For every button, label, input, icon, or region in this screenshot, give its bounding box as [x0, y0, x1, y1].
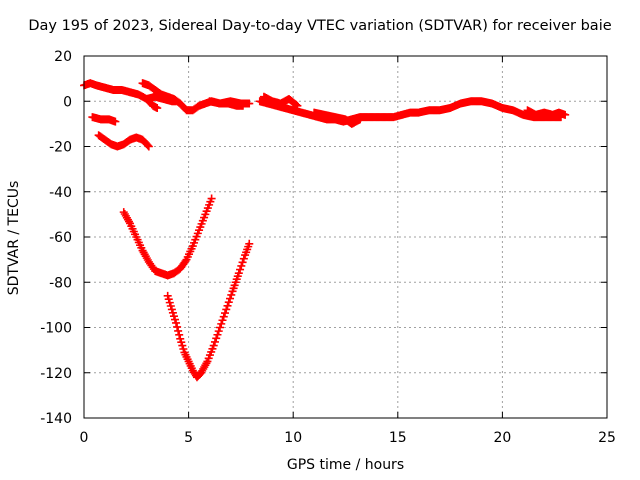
x-tick-label: 10	[284, 430, 302, 446]
data-point	[237, 261, 246, 270]
series-arc-6	[259, 92, 302, 110]
axis-ticks: 0 5 10 15 20 25 -140 -120 -100 -80 -60 -40 -20 0 20	[40, 49, 616, 446]
data-point	[173, 322, 182, 331]
data-point	[236, 265, 245, 274]
y-tick-label: -80	[49, 275, 72, 291]
data-point	[143, 141, 152, 150]
series-arc-3	[142, 92, 181, 106]
x-axis-label: GPS time / hours	[286, 457, 405, 473]
data-point	[234, 269, 243, 278]
data-point	[561, 110, 570, 119]
y-tick-label: -20	[49, 140, 72, 156]
x-tick-label: 5	[184, 430, 193, 446]
y-tick-label: -140	[40, 411, 72, 427]
series-arc-10	[94, 131, 153, 151]
data-point	[238, 258, 247, 267]
x-tick-label: 0	[80, 430, 89, 446]
data-point	[153, 104, 162, 113]
data-point	[217, 319, 226, 328]
data-point	[219, 312, 228, 321]
data-point	[207, 194, 216, 203]
data-point	[223, 301, 232, 310]
x-tick-label: 20	[493, 430, 511, 446]
y-tick-label: -100	[40, 321, 72, 337]
series-arc-12	[163, 239, 254, 382]
x-tick-label: 15	[389, 430, 407, 446]
series-arc-1	[80, 79, 162, 113]
data-point	[214, 327, 223, 336]
data-point	[227, 290, 236, 299]
data-point	[144, 142, 153, 151]
data-point	[293, 101, 302, 110]
data-point	[218, 316, 227, 325]
data-point	[239, 254, 248, 263]
plot-frame	[83, 55, 608, 419]
data-point	[221, 309, 230, 318]
data-point	[174, 326, 183, 335]
y-tick-label: -40	[49, 185, 72, 201]
data-point	[175, 330, 184, 339]
data-point	[222, 305, 231, 314]
y-tick-label: -120	[40, 366, 72, 382]
series-arc-9	[88, 113, 120, 126]
series-arc-8	[523, 106, 570, 119]
data-point	[226, 294, 235, 303]
data-point	[172, 97, 181, 106]
data-point	[213, 330, 222, 339]
series-arc-11	[119, 194, 216, 280]
y-tick-label: -60	[49, 230, 72, 246]
y-tick-label: 0	[63, 94, 72, 110]
data-point	[210, 337, 219, 346]
data-point	[224, 298, 233, 307]
series-arc-7	[310, 108, 365, 128]
y-tick-label: 20	[54, 49, 72, 65]
chart-title: Day 195 of 2023, Sidereal Day-to-day VTE…	[28, 18, 612, 34]
x-tick-label: 25	[598, 430, 616, 446]
data-point	[215, 323, 224, 332]
data-point	[181, 257, 190, 266]
data-point	[292, 100, 301, 109]
data-point	[172, 318, 181, 327]
data-point	[212, 334, 221, 343]
data-point	[356, 115, 365, 124]
data-marks	[80, 79, 570, 382]
data-point	[209, 341, 218, 350]
data-point	[111, 117, 120, 126]
data-point	[245, 239, 254, 248]
series-arc-4	[205, 97, 254, 108]
y-axis-label: SDTVAR / TECUs	[6, 180, 22, 296]
grid-lines	[84, 56, 607, 418]
data-point	[245, 99, 254, 108]
